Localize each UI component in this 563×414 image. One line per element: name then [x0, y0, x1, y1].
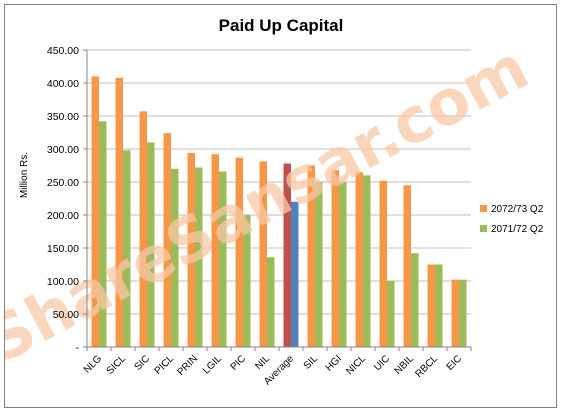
bar-nbil-series1 [403, 185, 411, 347]
y-tick-label: 300.00 [47, 144, 79, 156]
x-tick-label: LGIL [201, 353, 224, 376]
x-tick-label: HGI [324, 353, 344, 373]
y-tick-label: 100.00 [47, 276, 79, 288]
bar-nicl-series2 [363, 175, 371, 347]
bar-nlg-series2 [99, 121, 107, 347]
bar-lgil-series1 [211, 154, 219, 347]
y-tick-label: 200.00 [47, 210, 79, 222]
bar-pic-series1 [235, 157, 243, 347]
y-tick-label: 350.00 [47, 111, 79, 123]
bar-pic-series2 [243, 215, 251, 347]
x-tick-label: SIC [133, 353, 153, 373]
bar-picl-series1 [163, 133, 171, 347]
bar-eic-series1 [451, 279, 459, 347]
x-tick-label: SIL [302, 353, 321, 372]
x-tick-label: SICL [105, 353, 129, 377]
x-tick-label: RBCL [413, 353, 440, 380]
bar-nbil-series2 [411, 253, 419, 347]
legend-label: 2072/73 Q2 [491, 204, 544, 215]
chart-title: Paid Up Capital [219, 16, 344, 35]
bar-sicl-series1 [115, 77, 123, 347]
legend: 2072/73 Q2 2071/72 Q2 [480, 204, 544, 235]
y-tick-label: - [76, 342, 80, 354]
x-tick-label: NIL [253, 353, 272, 372]
y-tick-label: 400.00 [47, 78, 79, 90]
x-tick-label: PIC [229, 353, 249, 373]
bar-average-series1 [283, 163, 291, 347]
bar-picl-series2 [171, 168, 179, 347]
bar-rbcl-series1 [427, 264, 435, 347]
legend-swatch [480, 225, 487, 232]
x-tick-label: NBIL [393, 353, 417, 377]
chart-svg: ShareSansar.com -50.00100.00150.00200.00… [5, 16, 544, 387]
x-tick-label: NICL [344, 353, 368, 377]
bar-nil-series2 [267, 257, 275, 347]
bar-eic-series2 [459, 279, 467, 347]
y-tick-label: 150.00 [47, 243, 79, 255]
x-tick-label: EIC [445, 353, 465, 373]
y-tick-label: 50.00 [53, 309, 79, 321]
bar-average-series2 [291, 201, 299, 347]
bar-rbcl-series2 [435, 264, 443, 347]
x-tick-label: PRIN [175, 353, 200, 378]
bar-sil-series1 [307, 165, 315, 347]
y-axis-label: Million Rs. [19, 152, 30, 198]
bar-uic-series1 [379, 180, 387, 347]
bar-uic-series2 [387, 281, 395, 347]
bar-sic-series2 [147, 142, 155, 347]
x-tick-label: PICL [153, 353, 177, 377]
bar-sic-series1 [139, 111, 147, 347]
bar-hgi-series2 [339, 182, 347, 347]
bar-nlg-series1 [91, 76, 99, 348]
y-tick-label: 450.00 [47, 45, 79, 57]
bar-sicl-series2 [123, 150, 131, 347]
chart-frame: ShareSansar.com -50.00 100.00 150.00 200.00… [4, 4, 557, 408]
legend-label: 2071/72 Q2 [491, 224, 544, 235]
bar-prin-series2 [195, 167, 203, 347]
bar-nicl-series1 [355, 172, 363, 347]
x-tick-label: UIC [372, 353, 392, 373]
bar-sil-series2 [315, 182, 323, 347]
bars [91, 76, 467, 348]
bar-hgi-series1 [331, 170, 339, 347]
legend-swatch [480, 205, 487, 212]
x-tick-label: NLG [82, 353, 104, 375]
y-tick-label: 250.00 [47, 177, 79, 189]
bar-nil-series1 [259, 161, 267, 347]
bar-lgil-series2 [219, 171, 227, 347]
bar-prin-series1 [187, 152, 195, 347]
